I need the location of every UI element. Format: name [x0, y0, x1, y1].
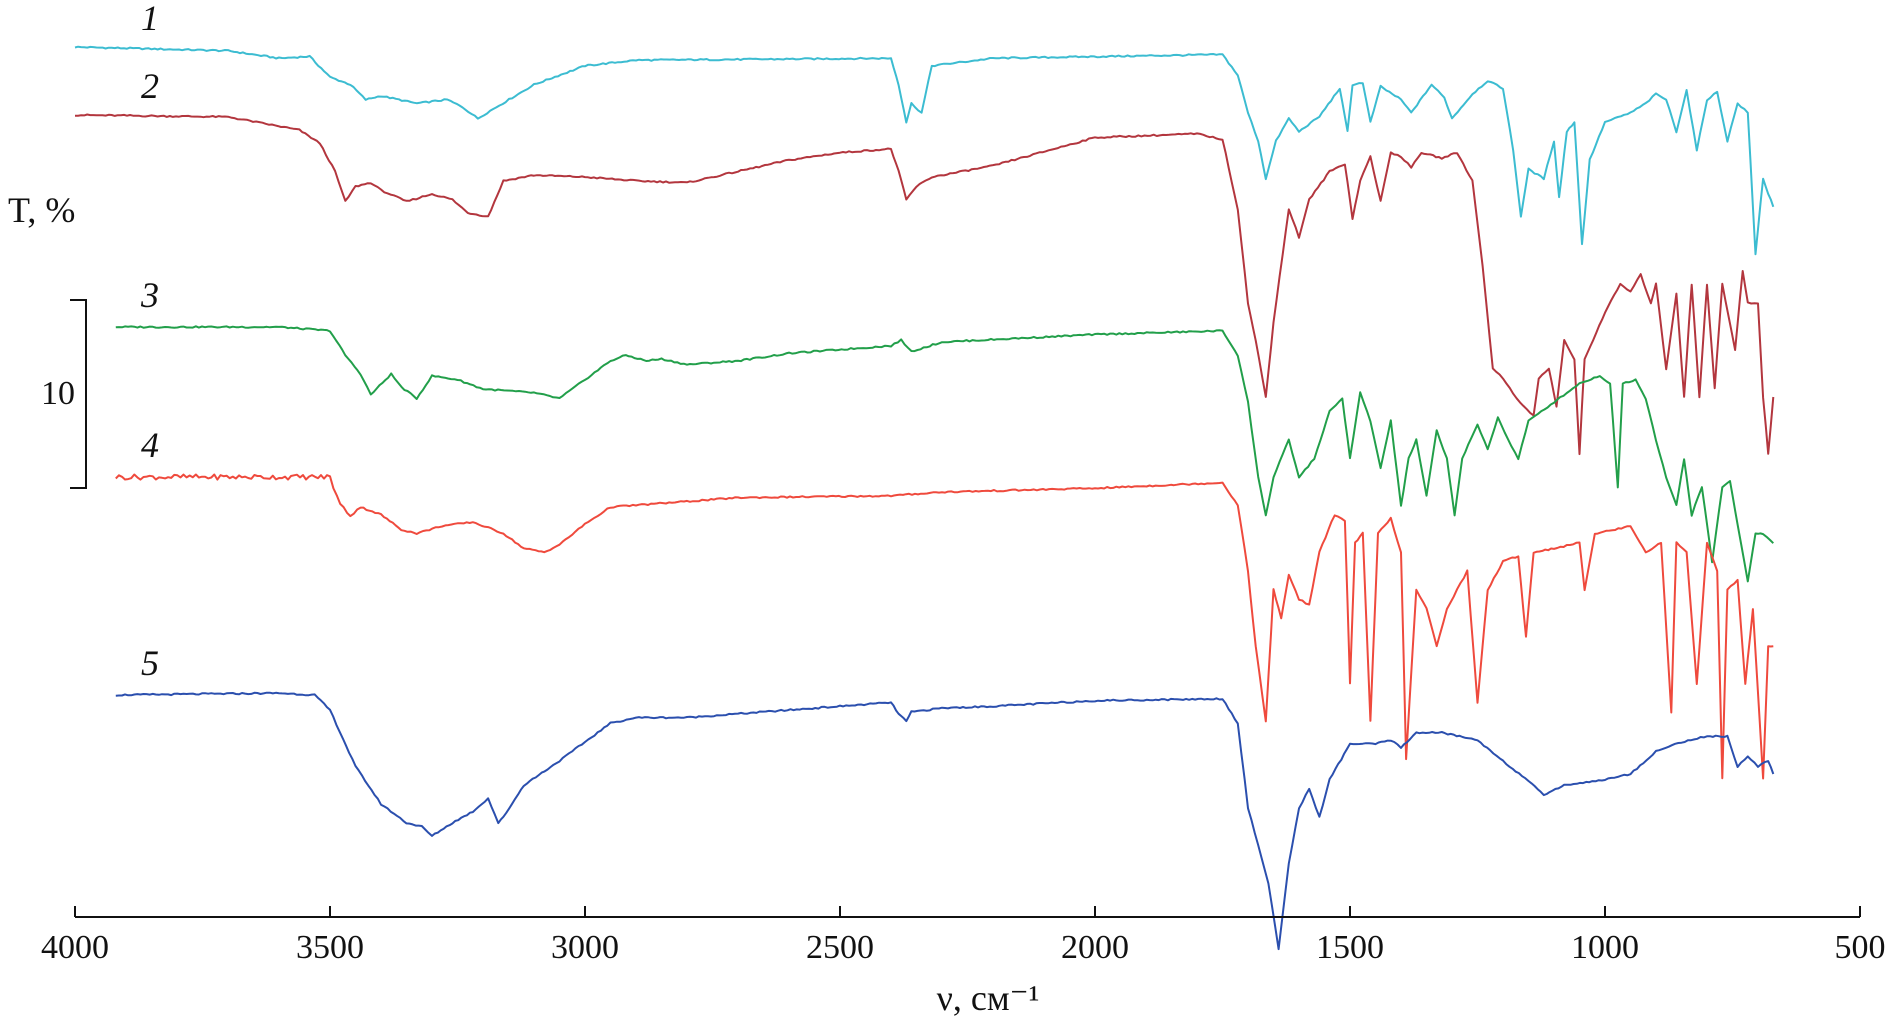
series-label-1: 1: [141, 0, 159, 38]
x-tick-label: 1500: [1316, 929, 1384, 966]
spectrum-line-4: [115, 473, 1774, 780]
spectrum-line-3: [115, 325, 1774, 583]
y-axis-label: T, %: [8, 190, 75, 230]
spectrum-line-5: [115, 691, 1775, 951]
spectrum-line-1: [74, 45, 1775, 256]
series-label-4: 4: [141, 425, 159, 465]
scale-bar-label: 10: [41, 375, 75, 412]
series-labels: 1 2 3 4 5: [140, 0, 159, 683]
x-axis-label: ν, см⁻¹: [937, 978, 1040, 1018]
x-tick-label: 500: [1835, 929, 1886, 966]
spectrum-line-2: [75, 113, 1775, 456]
series-label-5: 5: [141, 643, 159, 683]
x-axis: 4000 3500 3000 2500 2000 1500 1000 500 ν, см⁻¹: [41, 906, 1886, 1018]
x-tick-label: 3000: [551, 929, 619, 966]
x-tick-label: 2000: [1061, 929, 1129, 966]
scale-bar: 10: [41, 299, 87, 489]
series-layer: [74, 45, 1775, 951]
x-tick-label: 1000: [1571, 929, 1639, 966]
x-tick-label: 2500: [806, 929, 874, 966]
series-label-2: 2: [141, 66, 159, 106]
series-label-3: 3: [140, 275, 159, 315]
x-tick-label: 4000: [41, 929, 109, 966]
x-ticks: 4000 3500 3000 2500 2000 1500 1000 500: [41, 906, 1886, 966]
x-tick-label: 3500: [296, 929, 364, 966]
